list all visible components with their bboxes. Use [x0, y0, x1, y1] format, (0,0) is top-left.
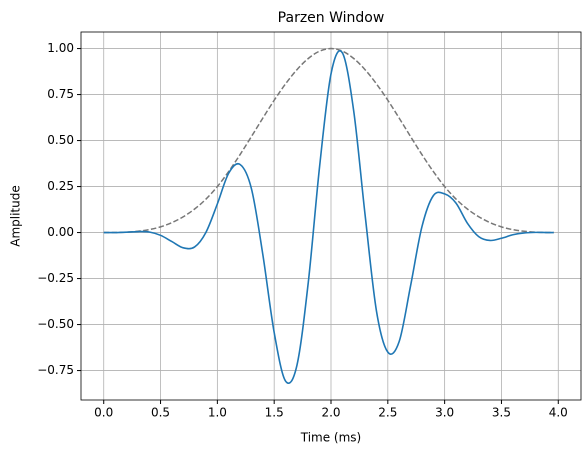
x-tick-label: 0.5 — [151, 406, 170, 420]
x-tick-label: 3.5 — [492, 406, 511, 420]
x-tick-label: 3.0 — [435, 406, 454, 420]
y-tick-label: −0.50 — [37, 317, 74, 331]
plot-frame — [80, 31, 582, 401]
x-tick-label: 2.5 — [378, 406, 397, 420]
x-tick-label: 4.0 — [549, 406, 568, 420]
signal-line — [103, 50, 554, 385]
window-line — [103, 47, 554, 234]
x-tick-label: 1.5 — [265, 406, 284, 420]
x-tick-label: 0.0 — [94, 406, 113, 420]
y-tick-label: 0.75 — [47, 87, 74, 101]
y-tick-label: 0.50 — [47, 133, 74, 147]
y-tick-label: 0.00 — [47, 225, 74, 239]
x-tick-label: 2.0 — [321, 406, 340, 420]
chart-title: Parzen Window — [278, 10, 385, 26]
y-tick-label: 0.25 — [47, 179, 74, 193]
x-axis-label: Time (ms) — [300, 431, 362, 445]
y-tick-label: −0.25 — [37, 271, 74, 285]
y-tick-label: 1.00 — [47, 41, 74, 55]
y-axis-label: Amplitude — [9, 185, 23, 247]
x-tick-label: 1.0 — [208, 406, 227, 420]
y-tick-label: −0.75 — [37, 363, 74, 377]
